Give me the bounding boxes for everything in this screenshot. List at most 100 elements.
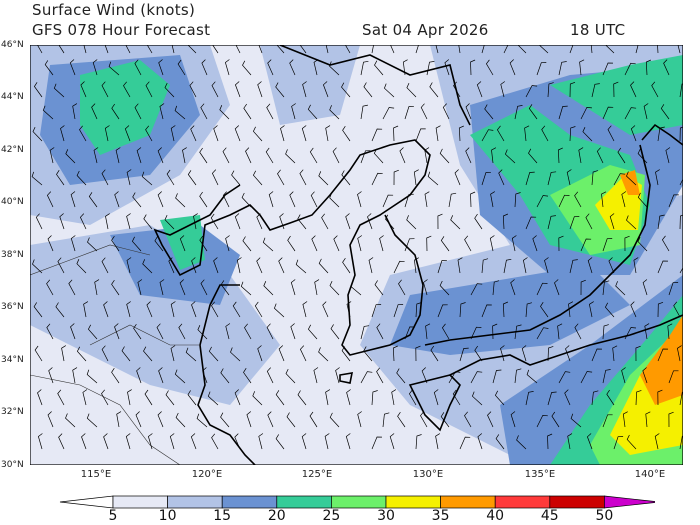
wind-barb <box>199 191 208 208</box>
wind-barb <box>243 103 252 120</box>
wind-barb <box>101 257 109 274</box>
wind-barb <box>191 257 197 274</box>
wind-barb <box>440 412 450 428</box>
wind-barb <box>396 368 406 384</box>
colorbar-bin <box>494 495 551 509</box>
wind-barb <box>220 280 230 296</box>
wind-barb <box>440 236 450 252</box>
wind-barb <box>211 169 219 186</box>
wind-barbs <box>31 45 683 450</box>
wind-barb <box>679 214 683 230</box>
wind-barb <box>642 367 648 384</box>
wind-barb <box>111 103 120 120</box>
wind-barb <box>368 257 374 274</box>
wind-barb <box>569 216 580 230</box>
wind-barb <box>602 280 610 296</box>
wind-barb <box>313 367 319 384</box>
wind-barb <box>266 367 274 384</box>
colorbar-max-arrow <box>604 495 655 509</box>
wind-barb <box>82 389 88 406</box>
wind-barb <box>341 346 351 362</box>
wind-barb <box>677 345 682 362</box>
wind-barb <box>58 45 65 54</box>
wind-barb <box>191 301 197 318</box>
wind-barb <box>276 45 285 54</box>
wind-barb <box>202 367 208 384</box>
wind-barb <box>321 213 329 230</box>
wind-barb <box>574 191 582 208</box>
wind-barb <box>101 345 109 362</box>
wind-barb <box>240 281 252 296</box>
wind-barb <box>258 45 263 54</box>
wind-barb <box>609 213 615 230</box>
wind-barb <box>256 213 263 230</box>
wind-barb <box>131 236 142 252</box>
wind-barb <box>525 216 537 230</box>
wind-barb <box>492 280 500 296</box>
wind-barb <box>448 371 461 384</box>
wind-barb <box>673 301 681 318</box>
wind-barb <box>357 411 362 428</box>
wind-barb <box>608 257 615 274</box>
wind-barb <box>242 60 252 76</box>
wind-barb <box>125 433 131 450</box>
wind-barb <box>424 191 430 208</box>
colorbar <box>59 495 655 509</box>
wind-barb <box>536 415 548 428</box>
wind-barb <box>541 125 549 142</box>
wind-barb <box>525 171 535 186</box>
wind-barb <box>391 389 397 406</box>
chart-title: Surface Wind (knots) <box>32 1 196 19</box>
wind-barb <box>580 279 586 296</box>
wind-barb <box>311 235 318 252</box>
wind-barb <box>392 345 398 362</box>
wind-barb <box>49 147 55 164</box>
wind-barb <box>481 304 492 318</box>
wind-barb <box>275 434 285 450</box>
wind-barb <box>464 411 472 428</box>
wind-barb <box>81 433 87 450</box>
wind-barb <box>69 59 76 76</box>
wind-barb <box>624 235 630 252</box>
wind-barb <box>644 323 650 340</box>
colorbar-bin <box>385 495 441 509</box>
wind-barb <box>474 213 483 230</box>
colorbar-tick-label: 10 <box>158 508 177 524</box>
wind-barb <box>525 302 532 318</box>
wind-barb <box>585 213 593 230</box>
colorbar-tick-label: 25 <box>322 508 341 524</box>
wind-barb <box>677 45 681 54</box>
wind-barb <box>31 171 43 186</box>
wind-barb <box>126 169 132 186</box>
wind-barb <box>357 191 362 208</box>
wind-barb <box>494 390 505 406</box>
wind-barb <box>329 412 340 428</box>
wind-barb <box>371 390 378 406</box>
wind-barb <box>190 433 197 450</box>
wind-barb <box>211 433 219 450</box>
wind-barb <box>547 346 554 362</box>
wind-barb <box>179 279 186 296</box>
wind-barb <box>569 45 574 54</box>
wind-barb <box>60 125 65 142</box>
wind-barb <box>489 235 495 252</box>
wind-barb <box>267 411 274 428</box>
wind-barb <box>262 237 274 252</box>
wind-barb <box>72 103 78 120</box>
wind-barb <box>154 236 164 252</box>
wind-barb <box>185 347 197 362</box>
wind-barb <box>135 411 142 428</box>
wind-barb <box>42 105 54 120</box>
wind-barb <box>406 215 417 230</box>
wind-barb <box>33 302 43 318</box>
wind-barb <box>35 213 43 230</box>
wind-speed-fill <box>30 45 683 465</box>
wind-barb <box>404 238 415 252</box>
wind-barb <box>459 347 469 362</box>
wind-barb <box>415 45 419 54</box>
wind-barb <box>207 391 219 406</box>
wind-barb <box>558 371 571 384</box>
wind-barb <box>246 411 252 428</box>
wind-barb <box>523 257 528 274</box>
wind-barb <box>374 60 384 76</box>
